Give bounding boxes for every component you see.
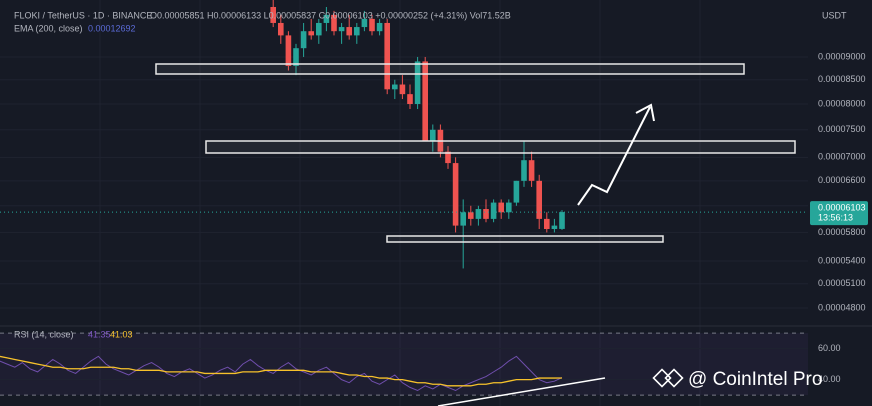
candle-body	[559, 212, 565, 229]
y-tick-label: 0.00008000	[818, 98, 866, 108]
candle-body	[346, 27, 352, 36]
candle-body	[300, 31, 307, 49]
y-tick-label: 0.00009000	[818, 51, 866, 61]
y-tick-label: 0.00007500	[818, 124, 866, 134]
candle-body	[551, 225, 558, 230]
ema-label: EMA (200, close)	[14, 23, 83, 33]
candle-body	[445, 151, 451, 164]
candle-body	[407, 94, 413, 105]
candle-body	[323, 14, 330, 23]
candle-body	[270, 6, 276, 23]
arrow	[577, 103, 655, 206]
candle-body	[483, 209, 489, 219]
candle-body	[422, 61, 428, 141]
y-tick-label: 0.00008500	[818, 74, 866, 84]
y-tick-label: 0.00005100	[818, 278, 866, 288]
rsi-line	[0, 355, 563, 387]
y-tick-label: 0.00005400	[818, 255, 866, 265]
candle-body	[544, 218, 550, 230]
candle-body	[392, 84, 398, 90]
zone-box	[155, 63, 745, 75]
candle-body	[399, 84, 406, 95]
candle-body	[414, 61, 421, 105]
rsi-title: RSI (14, close)	[14, 329, 74, 339]
zone-box	[386, 235, 664, 243]
candle-body	[521, 160, 527, 181]
candle-body	[369, 18, 375, 32]
zone-box	[205, 140, 796, 154]
candle-body	[338, 27, 345, 32]
candle-body	[452, 163, 459, 226]
price-tag	[810, 201, 868, 226]
y-tick-label: 0.00004800	[818, 302, 866, 312]
watermark-text: @ CoinIntel Pro	[688, 369, 822, 390]
ohlc-legend: O0.00005851 H0.00006133 L0.00005837 C0.0…	[150, 10, 511, 20]
candle-body	[376, 22, 383, 32]
symbol-title: FLOKI / TetherUS · 1D · BINANCE	[14, 10, 152, 20]
candle-body	[528, 160, 535, 181]
candle-body	[293, 48, 299, 66]
candle-body	[536, 180, 542, 219]
rsi-line	[0, 355, 563, 392]
candle-body	[460, 212, 466, 226]
trend-line	[437, 377, 606, 406]
candle-body	[468, 212, 474, 219]
logo	[652, 368, 672, 388]
logo	[664, 368, 684, 388]
candle-body	[331, 14, 337, 32]
candle-body	[316, 22, 322, 36]
y-tick-label: 0.00006600	[818, 175, 866, 185]
candle-body	[498, 202, 504, 213]
countdown: 13:56:13	[818, 212, 853, 222]
currency: USDT	[822, 10, 847, 20]
candle-body	[361, 18, 368, 28]
rsi-tick-label: 40.00	[818, 374, 841, 384]
rsi-value: 41.35	[88, 329, 111, 339]
candle-body	[430, 129, 436, 141]
candle-body	[278, 22, 284, 36]
ema-value: 0.00012692	[88, 23, 136, 33]
candle-body	[354, 27, 360, 36]
candle-body	[490, 202, 497, 219]
candle-body	[506, 202, 512, 213]
rsi-ma-value: 41.03	[110, 329, 133, 339]
y-tick-label: 0.00005800	[818, 227, 866, 237]
candle-body	[513, 180, 520, 203]
candle-body	[475, 209, 482, 219]
watermark: @ CoinIntel Pro	[652, 368, 822, 390]
rsi-tick-label: 60.00	[818, 343, 841, 353]
candle-body	[384, 22, 390, 90]
y-tick-label: 0.00007000	[818, 152, 866, 162]
candle-body	[308, 31, 314, 36]
candle-body	[285, 35, 292, 66]
rsi-band	[0, 333, 808, 396]
price-tag-label: 0.00006103	[818, 202, 866, 212]
